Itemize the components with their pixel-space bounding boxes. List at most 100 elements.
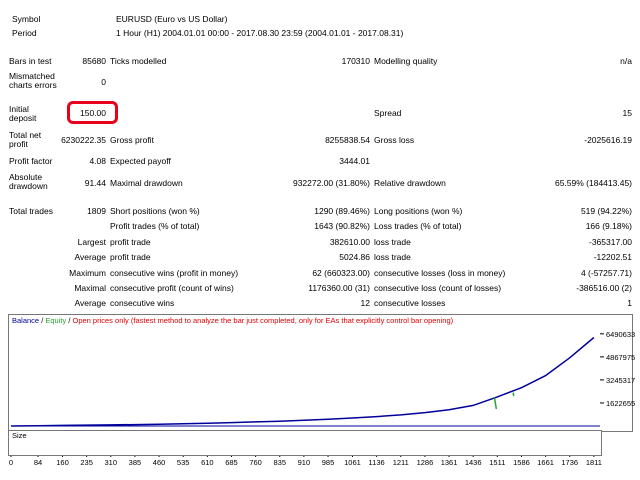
maximal-label: Maximal — [74, 283, 106, 293]
x-tick-label: 1661 — [537, 458, 554, 467]
total-trades-label: Total trades — [9, 206, 53, 216]
size-chart-frame — [8, 430, 602, 456]
largest-profit-label: profit trade — [110, 237, 151, 247]
maximum-wins-label: consecutive wins (profit in money) — [110, 268, 239, 278]
mismatched-errors-value: 0 — [101, 77, 106, 87]
y-tick-label: 6490633 — [606, 330, 635, 339]
spread-label: Spread — [374, 108, 402, 118]
x-tick-label: 1511 — [489, 458, 505, 467]
average-consecutive-label: Average — [74, 298, 106, 308]
period-value: 1 Hour (H1) 2004.01.01 00:00 - 2017.08.3… — [116, 28, 404, 38]
maximum-label: Maximum — [69, 268, 106, 278]
symbol-label: Symbol — [12, 14, 41, 24]
largest-loss-value: -365317.00 — [588, 237, 632, 247]
gross-loss-label: Gross loss — [374, 135, 415, 145]
maximal-drawdown-label: Maximal drawdown — [110, 178, 183, 188]
equity-spike — [512, 392, 515, 397]
equity-spike — [493, 397, 498, 410]
profit-factor-value: 4.08 — [89, 156, 106, 166]
average-label: Average — [74, 252, 106, 262]
average-consecutive-losses-label: consecutive losses — [374, 298, 446, 308]
long-positions-label: Long positions (won %) — [374, 206, 463, 216]
initial-deposit-label: Initial deposit — [9, 104, 37, 123]
x-tick-label: 1361 — [441, 458, 458, 467]
x-tick-label: 1061 — [344, 458, 361, 467]
maximal-drawdown-value: 932272.00 (31.80%) — [292, 178, 370, 188]
equity-legend: Equity — [45, 316, 67, 325]
balance-line — [10, 336, 595, 427]
average-loss-label: loss trade — [374, 252, 411, 262]
maximal-profit-value: 1176360.00 (31) — [308, 283, 370, 293]
maximum-losses-label: consecutive losses (loss in money) — [374, 268, 506, 278]
profit-trades-value: 1643 (90.82%) — [314, 221, 370, 231]
x-tick-label: 985 — [322, 458, 335, 467]
x-tick-label: 910 — [298, 458, 311, 467]
average-loss-value: -12202.51 — [593, 252, 632, 262]
total-net-profit-label: Total net profit — [9, 130, 42, 149]
y-tick-label: 3245317 — [606, 376, 635, 385]
profit-factor-label: Profit factor — [9, 156, 53, 166]
bars-in-test-label: Bars in test — [9, 56, 52, 66]
x-tick-label: 1211 — [393, 458, 409, 467]
expected-payoff-label: Expected payoff — [110, 156, 171, 166]
expected-payoff-value: 3444.01 — [339, 156, 370, 166]
x-tick-label: 1811 — [586, 458, 602, 467]
chart-header: Balance / Equity / Open prices only (fas… — [12, 316, 453, 326]
initial-deposit-highlight — [67, 101, 118, 124]
symbol-value: EURUSD (Euro vs US Dollar) — [116, 14, 228, 24]
x-tick-label: 160 — [56, 458, 69, 467]
bars-in-test-value: 85680 — [82, 56, 106, 66]
gross-profit-value: 8255838.54 — [325, 135, 370, 145]
largest-label: Largest — [77, 237, 106, 247]
maximal-profit-label: consecutive profit (count of wins) — [110, 283, 234, 293]
legend-separator: / — [66, 316, 73, 325]
short-positions-label: Short positions (won %) — [110, 206, 200, 216]
maximum-losses-value: 4 (-57257.71) — [580, 268, 632, 278]
mismatched-errors-label: Mismatched charts errors — [9, 71, 57, 90]
x-tick-label: 235 — [80, 458, 93, 467]
x-tick-label: 760 — [249, 458, 262, 467]
x-tick-label: 1436 — [465, 458, 482, 467]
x-tick-label: 535 — [177, 458, 190, 467]
ticks-modelled-label: Ticks modelled — [110, 56, 167, 66]
modelling-quality-label: Modelling quality — [374, 56, 438, 66]
largest-profit-value: 382610.00 — [329, 237, 370, 247]
legend-separator: / — [39, 316, 46, 325]
maximum-wins-value: 62 (660323.00) — [312, 268, 370, 278]
period-label: Period — [12, 28, 37, 38]
loss-trades-value: 166 (9.18%) — [585, 221, 632, 231]
average-profit-label: profit trade — [110, 252, 151, 262]
relative-drawdown-value: 65.59% (184413.45) — [554, 178, 632, 188]
long-positions-value: 519 (94.22%) — [580, 206, 632, 216]
x-tick-label: 84 — [34, 458, 42, 467]
gross-profit-label: Gross profit — [110, 135, 154, 145]
maximal-loss-value: -386516.00 (2) — [576, 283, 632, 293]
short-positions-value: 1290 (89.46%) — [314, 206, 370, 216]
x-tick-label: 685 — [225, 458, 238, 467]
ticks-modelled-value: 170310 — [341, 56, 370, 66]
total-net-profit-value: 6230222.35 — [61, 135, 106, 145]
spread-value: 15 — [622, 108, 632, 118]
x-tick-label: 1136 — [369, 458, 385, 467]
maximal-loss-label: consecutive loss (count of losses) — [374, 283, 502, 293]
x-tick-label: 0 — [9, 458, 13, 467]
gross-loss-value: -2025616.19 — [584, 135, 632, 145]
size-label: Size — [12, 431, 27, 440]
absolute-drawdown-value: 91.44 — [84, 178, 106, 188]
total-trades-value: 1809 — [87, 206, 106, 216]
x-tick-label: 385 — [129, 458, 142, 467]
x-tick-label: 610 — [201, 458, 214, 467]
x-tick-label: 1286 — [417, 458, 434, 467]
y-tick-label: 1622655 — [606, 399, 635, 408]
average-profit-value: 5024.86 — [339, 252, 370, 262]
average-consecutive-losses-value: 1 — [627, 298, 632, 308]
balance-legend: Balance — [12, 316, 40, 325]
absolute-drawdown-label: Absolute drawdown — [9, 172, 48, 191]
y-tick-label: 4867975 — [606, 353, 635, 362]
x-tick-label: 835 — [273, 458, 286, 467]
modelling-note: Open prices only (fastest method to anal… — [72, 316, 454, 325]
x-tick-label: 310 — [105, 458, 118, 467]
largest-loss-label: loss trade — [374, 237, 411, 247]
average-consecutive-wins-label: consecutive wins — [110, 298, 175, 308]
